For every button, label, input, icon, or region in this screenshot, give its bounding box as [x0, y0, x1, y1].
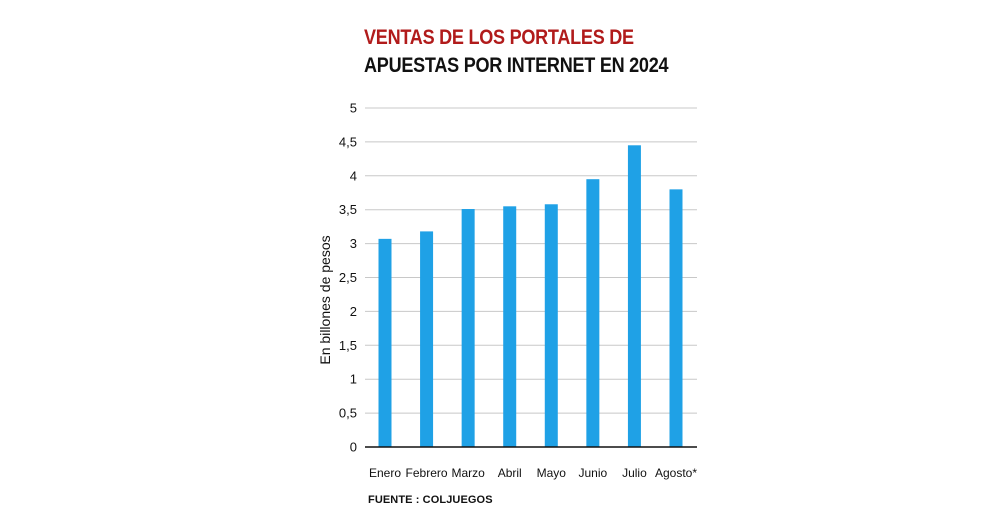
bar-junio	[586, 179, 600, 447]
y-tick-label: 2,5	[339, 270, 357, 285]
x-category-label: Junio	[579, 466, 608, 480]
y-tick-label: 1	[350, 372, 357, 387]
y-tick-label: 0,5	[339, 406, 357, 421]
y-axis-tick-labels: 0 0,5 1 1,5 2 2,5 3 3,5 4 4,5 5	[339, 101, 357, 455]
bar-abril	[503, 206, 517, 447]
x-category-label: Abril	[498, 466, 522, 480]
bar-febrero	[420, 231, 434, 447]
x-category-label: Mayo	[537, 466, 567, 480]
y-tick-label: 5	[350, 101, 357, 116]
bar-marzo	[461, 209, 475, 447]
y-tick-label: 3,5	[339, 202, 357, 217]
x-category-label: Enero	[369, 466, 401, 480]
bar-agosto	[669, 189, 683, 448]
source-note: FUENTE : COLJUEGOS	[368, 494, 493, 506]
y-tick-label: 4,5	[339, 134, 357, 149]
x-category-label: Febrero	[406, 466, 448, 480]
x-category-label: Julio	[622, 466, 647, 480]
chart-title-line-2: APUESTAS POR INTERNET EN 2024	[364, 54, 669, 77]
y-tick-label: 3	[350, 236, 357, 251]
chart-title: VENTAS DE LOS PORTALES DE APUESTAS POR I…	[364, 24, 669, 80]
bar-mayo	[544, 204, 558, 447]
chart-title-line-1: VENTAS DE LOS PORTALES DE	[364, 26, 634, 49]
y-tick-label: 1,5	[339, 338, 357, 353]
y-tick-label: 4	[350, 168, 357, 183]
y-tick-label: 0	[350, 440, 357, 455]
x-category-label: Agosto*	[655, 466, 697, 480]
y-tick-label: 2	[350, 304, 357, 319]
bar-julio	[627, 145, 641, 448]
bar-enero	[378, 238, 392, 447]
y-axis-title: En billones de pesos	[317, 235, 333, 364]
gridlines	[365, 107, 697, 414]
x-category-label: Marzo	[451, 466, 485, 480]
bars	[378, 145, 683, 448]
x-axis-category-labels: Enero Febrero Marzo Abril Mayo Junio Julio Agos…	[369, 466, 697, 480]
